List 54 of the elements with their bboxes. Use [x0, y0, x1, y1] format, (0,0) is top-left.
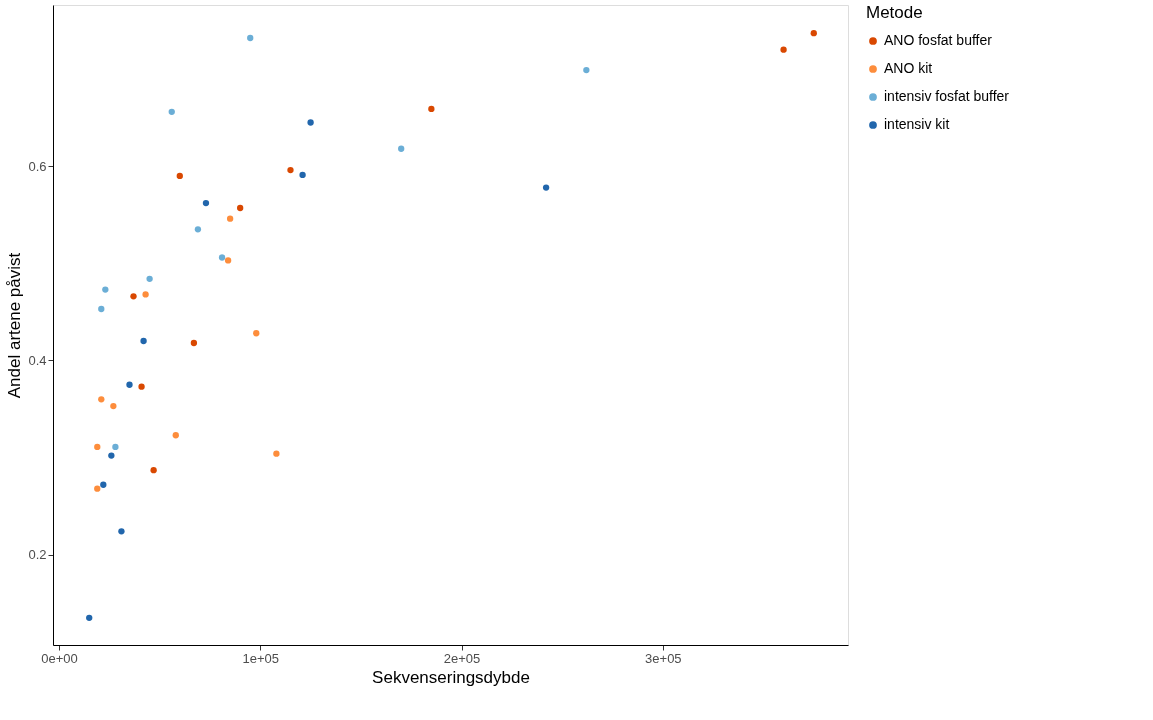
- x-tick-label: 1e+05: [242, 650, 280, 666]
- legend-label: ANO fosfat buffer: [884, 32, 993, 48]
- point: [398, 145, 405, 152]
- point: [94, 485, 101, 492]
- point: [287, 166, 294, 174]
- point: [150, 467, 157, 474]
- point: [100, 481, 107, 488]
- legend-title: Metode: [866, 3, 923, 22]
- y-axis-title: Andel artene påvist: [5, 252, 25, 399]
- point: [583, 66, 590, 74]
- point: [102, 286, 109, 293]
- point: [176, 172, 183, 180]
- y-tick-label: 0.4: [28, 352, 47, 368]
- point: [142, 291, 149, 298]
- point: [218, 254, 226, 261]
- legend-label: intensiv kit: [884, 116, 950, 132]
- point: [94, 443, 101, 451]
- legend-label: intensiv fosfat buffer: [884, 88, 1010, 104]
- point: [168, 108, 175, 115]
- point: [247, 34, 254, 42]
- point: [307, 119, 314, 126]
- point: [86, 614, 93, 621]
- y-tick-label: 0.2: [28, 547, 47, 563]
- point: [428, 105, 435, 113]
- point: [299, 171, 306, 179]
- point: [110, 402, 117, 410]
- x-axis-title: Sekvenseringsdybde: [372, 667, 530, 687]
- point: [542, 184, 550, 191]
- point: [140, 337, 147, 345]
- point: [224, 257, 232, 264]
- y-tick-label: 0.6: [28, 158, 47, 174]
- point: [108, 452, 115, 459]
- point: [138, 383, 145, 390]
- x-tick-label: 2e+05: [443, 650, 481, 666]
- point: [253, 330, 260, 337]
- point: [98, 305, 105, 313]
- legend-label: ANO kit: [884, 60, 933, 76]
- point: [126, 381, 133, 388]
- point: [190, 339, 198, 347]
- point: [118, 528, 125, 535]
- point: [146, 275, 153, 283]
- point: [130, 293, 137, 300]
- x-tick-label: 3e+05: [645, 650, 682, 666]
- point: [112, 443, 119, 451]
- point: [237, 204, 244, 212]
- point: [273, 450, 280, 457]
- point: [172, 432, 179, 439]
- point: [780, 46, 787, 53]
- point: [202, 199, 210, 207]
- point: [810, 30, 817, 37]
- x-tick-label: 0e+00: [41, 650, 78, 666]
- point: [98, 396, 105, 403]
- point: [226, 215, 234, 222]
- point: [194, 226, 202, 233]
